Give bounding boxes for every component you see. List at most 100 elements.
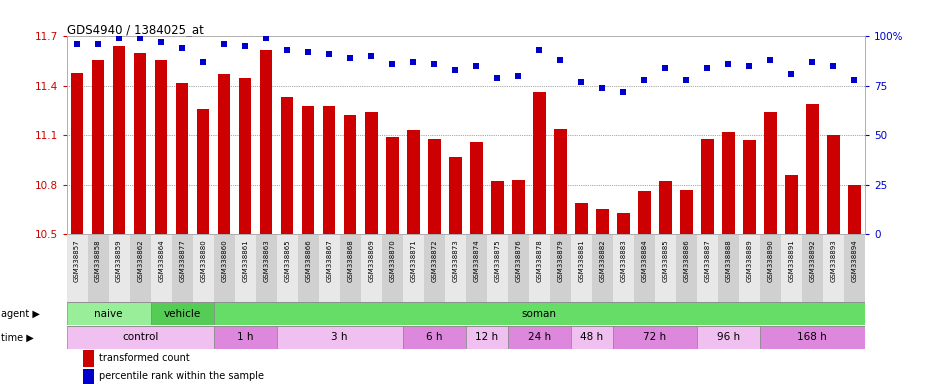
Text: GSM338858: GSM338858: [95, 239, 101, 282]
Bar: [323, 106, 336, 234]
Bar: [344, 116, 356, 234]
Text: time ▶: time ▶: [1, 332, 33, 342]
Bar: [407, 130, 420, 234]
Text: GSM338873: GSM338873: [452, 239, 458, 282]
Bar: [382, 234, 402, 302]
Bar: [722, 132, 734, 234]
Bar: [823, 234, 844, 302]
Text: 24 h: 24 h: [527, 332, 550, 342]
Bar: [449, 157, 462, 234]
Bar: [130, 234, 151, 302]
Text: GSM338866: GSM338866: [305, 239, 311, 282]
Bar: [759, 326, 865, 349]
Text: transformed count: transformed count: [99, 353, 190, 363]
Bar: [659, 181, 672, 234]
Point: [616, 89, 631, 95]
Text: GSM338876: GSM338876: [515, 239, 522, 282]
Point: [426, 61, 441, 67]
Point: [553, 57, 568, 63]
Bar: [718, 234, 739, 302]
Bar: [277, 326, 402, 349]
Text: 1 h: 1 h: [237, 332, 253, 342]
Point: [490, 75, 505, 81]
Text: 48 h: 48 h: [580, 332, 603, 342]
Point: [343, 55, 358, 61]
Bar: [192, 234, 214, 302]
Text: GSM338884: GSM338884: [641, 239, 648, 282]
Bar: [612, 326, 697, 349]
Bar: [361, 234, 382, 302]
Bar: [214, 302, 865, 325]
Text: GSM338860: GSM338860: [221, 239, 228, 282]
Bar: [339, 234, 361, 302]
Point: [364, 53, 378, 59]
Bar: [701, 139, 713, 234]
Point: [763, 57, 778, 63]
Bar: [255, 234, 277, 302]
Text: GSM338867: GSM338867: [327, 239, 332, 282]
Bar: [465, 326, 508, 349]
Bar: [680, 190, 693, 234]
Text: GSM338890: GSM338890: [768, 239, 773, 282]
Bar: [154, 60, 167, 234]
Text: GSM338871: GSM338871: [410, 239, 416, 282]
Text: GSM338886: GSM338886: [684, 239, 689, 282]
Bar: [82, 350, 93, 367]
Point: [259, 35, 274, 41]
Text: 3 h: 3 h: [331, 332, 348, 342]
Text: 72 h: 72 h: [643, 332, 666, 342]
Bar: [491, 181, 503, 234]
Point: [658, 65, 672, 71]
Point: [216, 41, 231, 48]
Text: GSM338875: GSM338875: [494, 239, 500, 282]
Bar: [806, 104, 819, 234]
Bar: [214, 234, 235, 302]
Text: 96 h: 96 h: [717, 332, 740, 342]
Bar: [277, 234, 298, 302]
Point: [279, 47, 294, 53]
Point: [238, 43, 253, 50]
Point: [847, 77, 862, 83]
Bar: [92, 60, 105, 234]
Text: 168 h: 168 h: [797, 332, 827, 342]
Text: 6 h: 6 h: [426, 332, 442, 342]
Bar: [172, 234, 192, 302]
Point: [385, 61, 400, 67]
Bar: [596, 209, 609, 234]
Text: vehicle: vehicle: [164, 309, 201, 319]
Bar: [281, 98, 293, 234]
Bar: [260, 50, 273, 234]
Text: GSM338861: GSM338861: [242, 239, 248, 282]
Text: GSM338862: GSM338862: [137, 239, 143, 282]
Bar: [571, 234, 592, 302]
Text: GSM338881: GSM338881: [578, 239, 585, 282]
Bar: [364, 112, 377, 234]
Text: percentile rank within the sample: percentile rank within the sample: [99, 371, 264, 381]
Text: GSM338887: GSM338887: [704, 239, 710, 282]
Text: control: control: [122, 332, 158, 342]
Text: GSM338874: GSM338874: [474, 239, 479, 282]
Point: [301, 49, 315, 55]
Text: GSM338869: GSM338869: [368, 239, 375, 282]
Text: GSM338878: GSM338878: [536, 239, 542, 282]
Point: [469, 63, 484, 69]
Point: [132, 35, 147, 41]
Bar: [508, 234, 529, 302]
Bar: [764, 112, 777, 234]
Bar: [67, 302, 151, 325]
Text: 12 h: 12 h: [475, 332, 499, 342]
Point: [679, 77, 694, 83]
Text: GSM338863: GSM338863: [264, 239, 269, 282]
Text: GSM338877: GSM338877: [179, 239, 185, 282]
Bar: [402, 234, 424, 302]
Text: GSM338888: GSM338888: [725, 239, 732, 282]
Bar: [465, 234, 487, 302]
Text: GSM338889: GSM338889: [746, 239, 752, 282]
Text: GDS4940 / 1384025_at: GDS4940 / 1384025_at: [67, 23, 204, 36]
Bar: [487, 234, 508, 302]
Bar: [470, 142, 483, 234]
Point: [406, 59, 421, 65]
Bar: [402, 326, 465, 349]
Bar: [424, 234, 445, 302]
Bar: [634, 234, 655, 302]
